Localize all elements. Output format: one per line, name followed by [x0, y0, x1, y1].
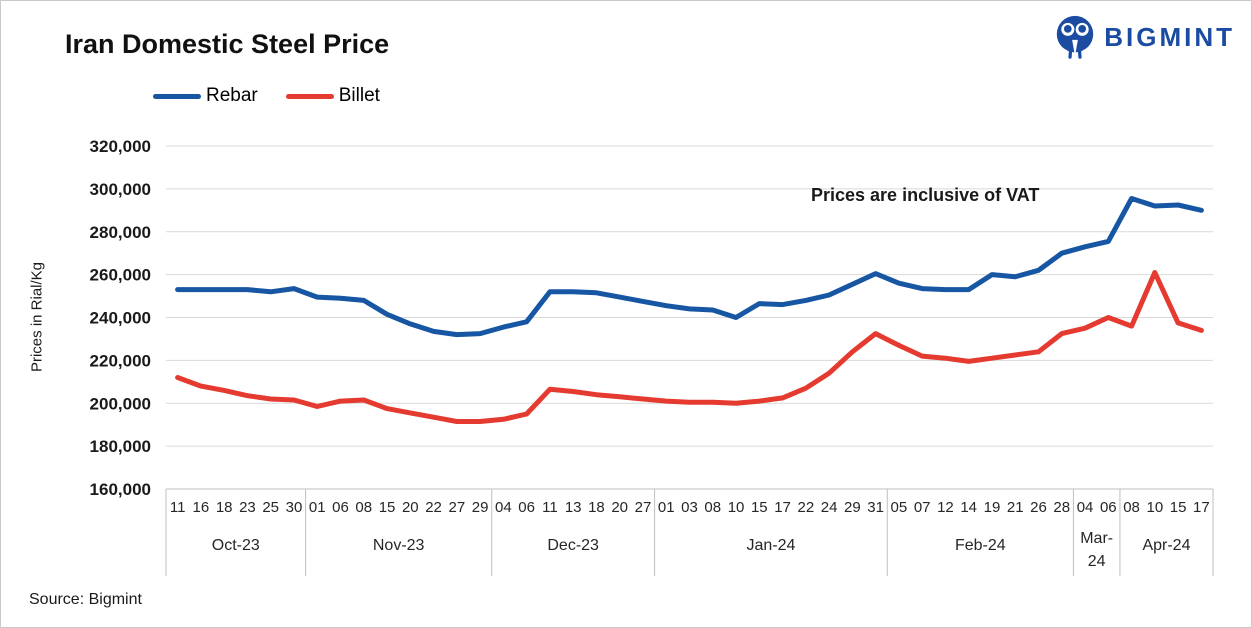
- x-day-label: 07: [914, 499, 931, 516]
- x-day-label: 10: [1146, 499, 1163, 516]
- month-label: Dec-23: [547, 537, 599, 554]
- x-day-label: 08: [355, 499, 372, 516]
- x-day-label: 20: [611, 499, 628, 516]
- y-tick-label: 260,000: [90, 266, 151, 285]
- x-day-label: 19: [984, 499, 1001, 516]
- month-label: Apr-24: [1142, 537, 1190, 554]
- legend-item-rebar: Rebar: [153, 85, 258, 107]
- page-title: Iran Domestic Steel Price: [65, 29, 390, 59]
- y-tick-label: 180,000: [90, 437, 151, 456]
- chart-legend: Rebar Billet: [153, 85, 380, 107]
- x-day-label: 18: [588, 499, 605, 516]
- x-day-label: 17: [1193, 499, 1210, 516]
- x-day-label: 05: [891, 499, 908, 516]
- x-day-label: 11: [170, 499, 186, 516]
- month-label: Feb-24: [955, 537, 1006, 554]
- brand-name: BIGMINT: [1104, 21, 1235, 52]
- y-tick-label: 200,000: [90, 394, 151, 413]
- x-day-label: 17: [774, 499, 791, 516]
- vat-annotation: Prices are inclusive of VAT: [811, 185, 1040, 205]
- month-label: Oct-23: [212, 537, 260, 554]
- x-day-label: 06: [332, 499, 349, 516]
- y-tick-label: 300,000: [90, 180, 151, 199]
- x-day-label: 08: [1123, 499, 1140, 516]
- x-day-label: 30: [286, 499, 303, 516]
- y-tick-label: 240,000: [90, 309, 151, 328]
- x-day-label: 26: [1030, 499, 1047, 516]
- series-line-rebar: [175, 196, 1204, 338]
- x-day-label: 15: [379, 499, 396, 516]
- x-day-label: 25: [262, 499, 279, 516]
- y-tick-label: 280,000: [90, 223, 151, 242]
- x-day-label: 10: [728, 499, 745, 516]
- x-day-label: 31: [867, 499, 884, 516]
- x-day-label: 29: [472, 499, 489, 516]
- month-label: Mar-: [1080, 530, 1113, 547]
- x-day-label: 18: [216, 499, 233, 516]
- month-label: Jan-24: [746, 537, 795, 554]
- y-tick-label: 220,000: [90, 351, 151, 370]
- legend-label-billet: Billet: [338, 85, 380, 106]
- x-day-label: 24: [821, 499, 838, 516]
- x-day-label: 01: [658, 499, 675, 516]
- x-day-label: 29: [844, 499, 861, 516]
- x-day-label: 03: [681, 499, 698, 516]
- x-day-label: 15: [1170, 499, 1187, 516]
- rebar-line-swatch: [153, 93, 201, 99]
- brand-logo: BIGMINT: [1052, 13, 1235, 61]
- x-day-label: 15: [751, 499, 768, 516]
- x-day-label: 04: [1077, 499, 1094, 516]
- x-day-label: 13: [565, 499, 582, 516]
- x-day-label: 22: [425, 499, 442, 516]
- x-day-label: 06: [1100, 499, 1117, 516]
- legend-item-billet: Billet: [285, 85, 380, 107]
- x-day-label: 04: [495, 499, 512, 516]
- bigmint-icon: [1057, 15, 1094, 59]
- x-day-label: 27: [635, 499, 652, 516]
- source-note: Source: Bigmint: [29, 591, 142, 608]
- x-day-label: 23: [239, 499, 256, 516]
- legend-label-rebar: Rebar: [206, 85, 258, 106]
- x-day-label: 12: [937, 499, 954, 516]
- series-line-billet: [175, 270, 1204, 424]
- month-label: 24: [1088, 553, 1106, 570]
- y-tick-label: 320,000: [90, 137, 151, 156]
- x-day-label: 27: [448, 499, 465, 516]
- x-day-label: 06: [518, 499, 535, 516]
- x-day-label: 08: [704, 499, 721, 516]
- billet-line-swatch: [285, 93, 334, 99]
- month-label: Nov-23: [373, 537, 425, 554]
- x-day-label: 01: [309, 499, 326, 516]
- y-tick-label: 160,000: [90, 480, 151, 499]
- x-day-label: 20: [402, 499, 419, 516]
- x-day-label: 21: [1007, 499, 1024, 516]
- x-day-label: 14: [960, 499, 977, 516]
- x-day-label: 16: [193, 499, 210, 516]
- x-day-label: 28: [1053, 499, 1070, 516]
- x-day-label: 11: [542, 499, 558, 516]
- x-day-label: 22: [797, 499, 814, 516]
